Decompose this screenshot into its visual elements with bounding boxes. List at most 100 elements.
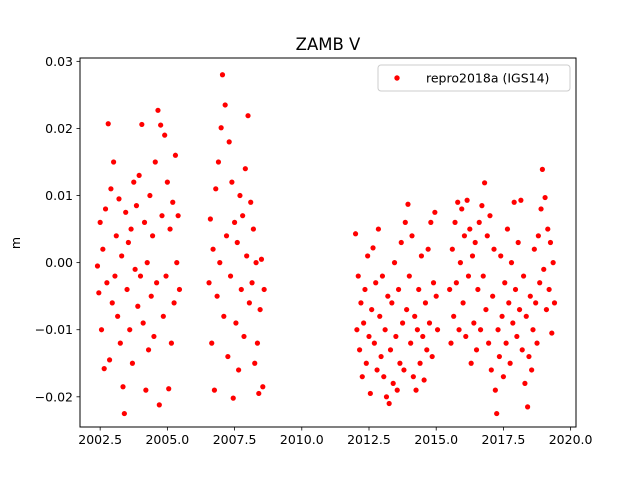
data-point (543, 306, 550, 313)
data-point (108, 186, 114, 192)
data-point (498, 253, 504, 259)
data-point (401, 367, 407, 373)
data-point (112, 273, 118, 279)
data-point (547, 239, 554, 246)
data-point (457, 260, 464, 266)
data-point (511, 199, 517, 205)
data-point (379, 273, 386, 279)
data-point (373, 280, 379, 286)
data-point (481, 180, 488, 186)
data-point (257, 306, 263, 313)
data-point (365, 253, 371, 259)
data-point (136, 172, 142, 179)
data-point (215, 159, 222, 165)
data-point (406, 273, 412, 279)
data-point (490, 293, 496, 299)
data-point (377, 313, 383, 319)
data-point (519, 347, 525, 353)
data-point (160, 313, 166, 319)
data-point (484, 233, 490, 239)
chart-title: ZAMB V (296, 35, 361, 54)
data-point (128, 226, 134, 232)
data-point (352, 231, 359, 237)
data-point (361, 320, 367, 326)
data-point (211, 387, 218, 393)
data-point (448, 340, 454, 346)
data-point (421, 377, 427, 383)
data-point (545, 226, 551, 232)
data-point (133, 203, 140, 209)
data-point (125, 239, 131, 246)
data-point (405, 201, 411, 207)
data-point (144, 260, 150, 266)
data-point (101, 366, 107, 372)
data-point (424, 347, 430, 353)
data-point (467, 226, 473, 232)
data-point (502, 280, 508, 286)
data-point (129, 360, 136, 366)
data-point (359, 374, 365, 380)
x-tick-label: 2007.5 (213, 432, 257, 447)
data-point (254, 340, 261, 346)
data-point (483, 306, 489, 313)
data-point (231, 219, 238, 225)
data-point (354, 327, 360, 333)
data-point (402, 219, 408, 225)
data-point (174, 260, 180, 266)
x-tick-label: 2017.5 (482, 432, 526, 447)
data-point (382, 327, 388, 333)
data-point (381, 374, 387, 380)
data-point (141, 219, 148, 225)
data-point (124, 286, 130, 293)
data-point (375, 226, 382, 232)
data-point (389, 300, 395, 306)
data-point (248, 199, 254, 205)
data-point (387, 347, 394, 353)
data-point (469, 253, 476, 259)
data-point (538, 206, 544, 212)
data-point (537, 280, 543, 286)
data-point (148, 293, 154, 299)
data-point (518, 197, 524, 203)
data-point (219, 72, 226, 78)
data-point (120, 384, 126, 390)
data-point (145, 347, 152, 353)
plot-frame (79, 57, 577, 428)
data-point (494, 410, 500, 417)
data-point (104, 280, 110, 286)
data-point (465, 273, 472, 279)
data-point (447, 286, 453, 293)
y-tick-label: 0.03 (45, 54, 73, 69)
data-point (426, 320, 433, 326)
data-point (111, 159, 117, 165)
data-point (260, 384, 266, 390)
y-tick-label: 0.00 (45, 255, 73, 270)
data-point (217, 260, 223, 266)
data-point (460, 300, 466, 306)
data-point (449, 246, 455, 252)
data-point (358, 300, 364, 306)
data-point (456, 327, 462, 333)
data-point (158, 122, 164, 128)
data-point (367, 390, 373, 397)
data-point (363, 360, 369, 366)
data-point (140, 320, 146, 326)
data-point (168, 340, 175, 346)
data-point (366, 333, 372, 340)
data-point (98, 327, 105, 333)
data-point (234, 239, 240, 246)
data-point (417, 360, 423, 366)
data-point (238, 286, 244, 293)
data-point (430, 280, 437, 286)
data-point (512, 286, 519, 293)
data-point (476, 219, 482, 225)
data-point (529, 367, 535, 373)
data-point (508, 260, 515, 266)
data-point (422, 300, 429, 306)
data-point (549, 330, 555, 336)
data-point (488, 367, 494, 373)
data-point (464, 197, 470, 203)
data-point (105, 121, 111, 127)
data-point (491, 246, 497, 252)
data-point (500, 374, 507, 380)
